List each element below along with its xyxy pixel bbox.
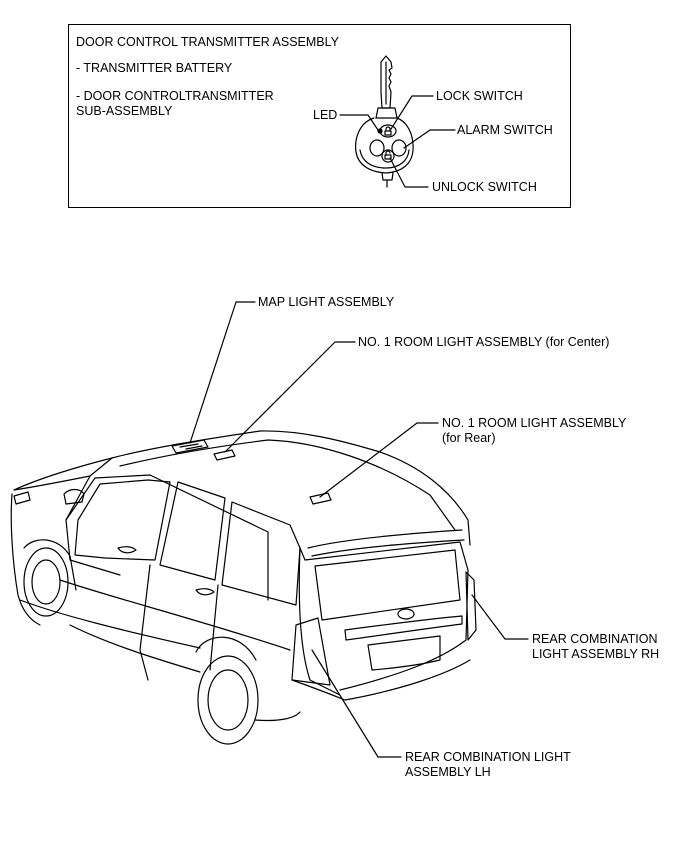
- room-light-rear-shape: [309, 492, 332, 505]
- unlock-switch-label: UNLOCK SWITCH: [432, 180, 537, 194]
- transmitter-title: DOOR CONTROL TRANSMITTER ASSEMBLY: [76, 35, 340, 49]
- room-light-rear-leader-line: [319, 422, 439, 498]
- lock-switch-label: LOCK SWITCH: [436, 89, 523, 103]
- led-label: LED: [313, 108, 338, 122]
- room-light-center-label: NO. 1 ROOM LIGHT ASSEMBLY (for Center): [358, 335, 610, 349]
- rear-combination-rh-label-2: LIGHT ASSEMBLY RH: [532, 647, 660, 661]
- rear-combination-lh-label-1: REAR COMBINATION LIGHT: [405, 750, 571, 764]
- rear-combination-rh-label-1: REAR COMBINATION: [532, 632, 658, 646]
- map-light-leader-line: [189, 301, 256, 444]
- led-leader-line: [339, 114, 379, 131]
- rear-combination-lh-label-2: ASSEMBLY LH: [405, 765, 491, 779]
- transmitter-callout-box: [68, 24, 571, 208]
- vehicle-drawing: [10, 430, 477, 745]
- alarm-switch-label: ALARM SWITCH: [457, 123, 553, 137]
- rear-lh-leader-line: [311, 649, 402, 758]
- transmitter-sub-assembly-label-1: - DOOR CONTROLTRANSMITTER: [76, 89, 274, 103]
- transmitter-key-drawing: [355, 55, 414, 188]
- map-light-shape: [171, 439, 209, 454]
- map-light-label: MAP LIGHT ASSEMBLY: [258, 295, 395, 309]
- rear-rh-leader-line: [471, 594, 529, 640]
- lock-switch-leader-line: [390, 95, 434, 130]
- room-light-center-leader-line: [224, 341, 356, 453]
- alarm-switch-leader-line: [403, 129, 456, 149]
- room-light-rear-label-2: (for Rear): [442, 431, 496, 445]
- room-light-rear-label-1: NO. 1 ROOM LIGHT ASSEMBLY: [442, 416, 627, 430]
- rear-lamp-lh-shape: [291, 617, 331, 686]
- transmitter-battery-label: - TRANSMITTER BATTERY: [76, 61, 233, 75]
- transmitter-sub-assembly-label-2: SUB-ASSEMBLY: [76, 104, 173, 118]
- rear-lamp-rh-shape: [465, 571, 477, 641]
- room-light-center-shape: [213, 449, 236, 461]
- unlock-switch-leader-line: [389, 157, 429, 188]
